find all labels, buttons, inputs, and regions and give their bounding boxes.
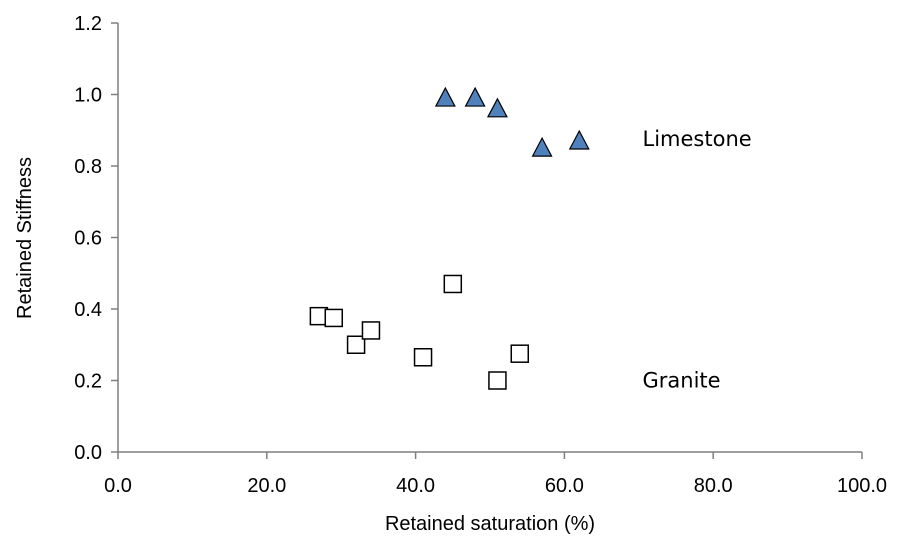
square-point [488,371,507,390]
y-axis-title: Retained Stiffness [14,157,36,319]
triangle-point [568,129,590,150]
annotation-label: Limestone [643,127,752,151]
y-tick-label: 0.6 [74,228,102,250]
square-point [413,348,433,367]
x-axis-title: Retained saturation (%) [385,513,595,535]
y-tick-label: 1.0 [74,85,102,107]
y-tick-label: 1.2 [74,13,102,35]
x-tick-label: 0.0 [104,475,132,497]
y-tick-label: 0.0 [74,442,102,464]
x-tick-label: 80.0 [694,475,733,497]
triangle-point [434,86,456,107]
triangle-point [464,86,486,107]
ticks: 0.0 0.2 0.4 0.6 0.8 1.0 1.2 0.0 20.0 40.0 60.0 80.0… [74,13,887,497]
triangle-point [486,97,508,118]
annotations: Limestone Granite [643,127,752,392]
y-tick-label: 0.8 [74,156,102,178]
square-point [443,274,463,294]
y-tick-label: 0.2 [74,371,102,393]
x-tick-label: 100.0 [837,475,887,497]
triangle-point [531,136,553,157]
square-point [324,308,344,328]
square-point [346,335,366,354]
annotation-label: Granite [643,369,721,393]
square-point [361,321,381,340]
square-point [510,344,530,363]
x-tick-label: 40.0 [396,475,435,497]
data-points [309,86,590,390]
y-tick-label: 0.4 [74,299,102,321]
x-tick-label: 60.0 [545,475,584,497]
x-tick-label: 20.0 [247,475,286,497]
